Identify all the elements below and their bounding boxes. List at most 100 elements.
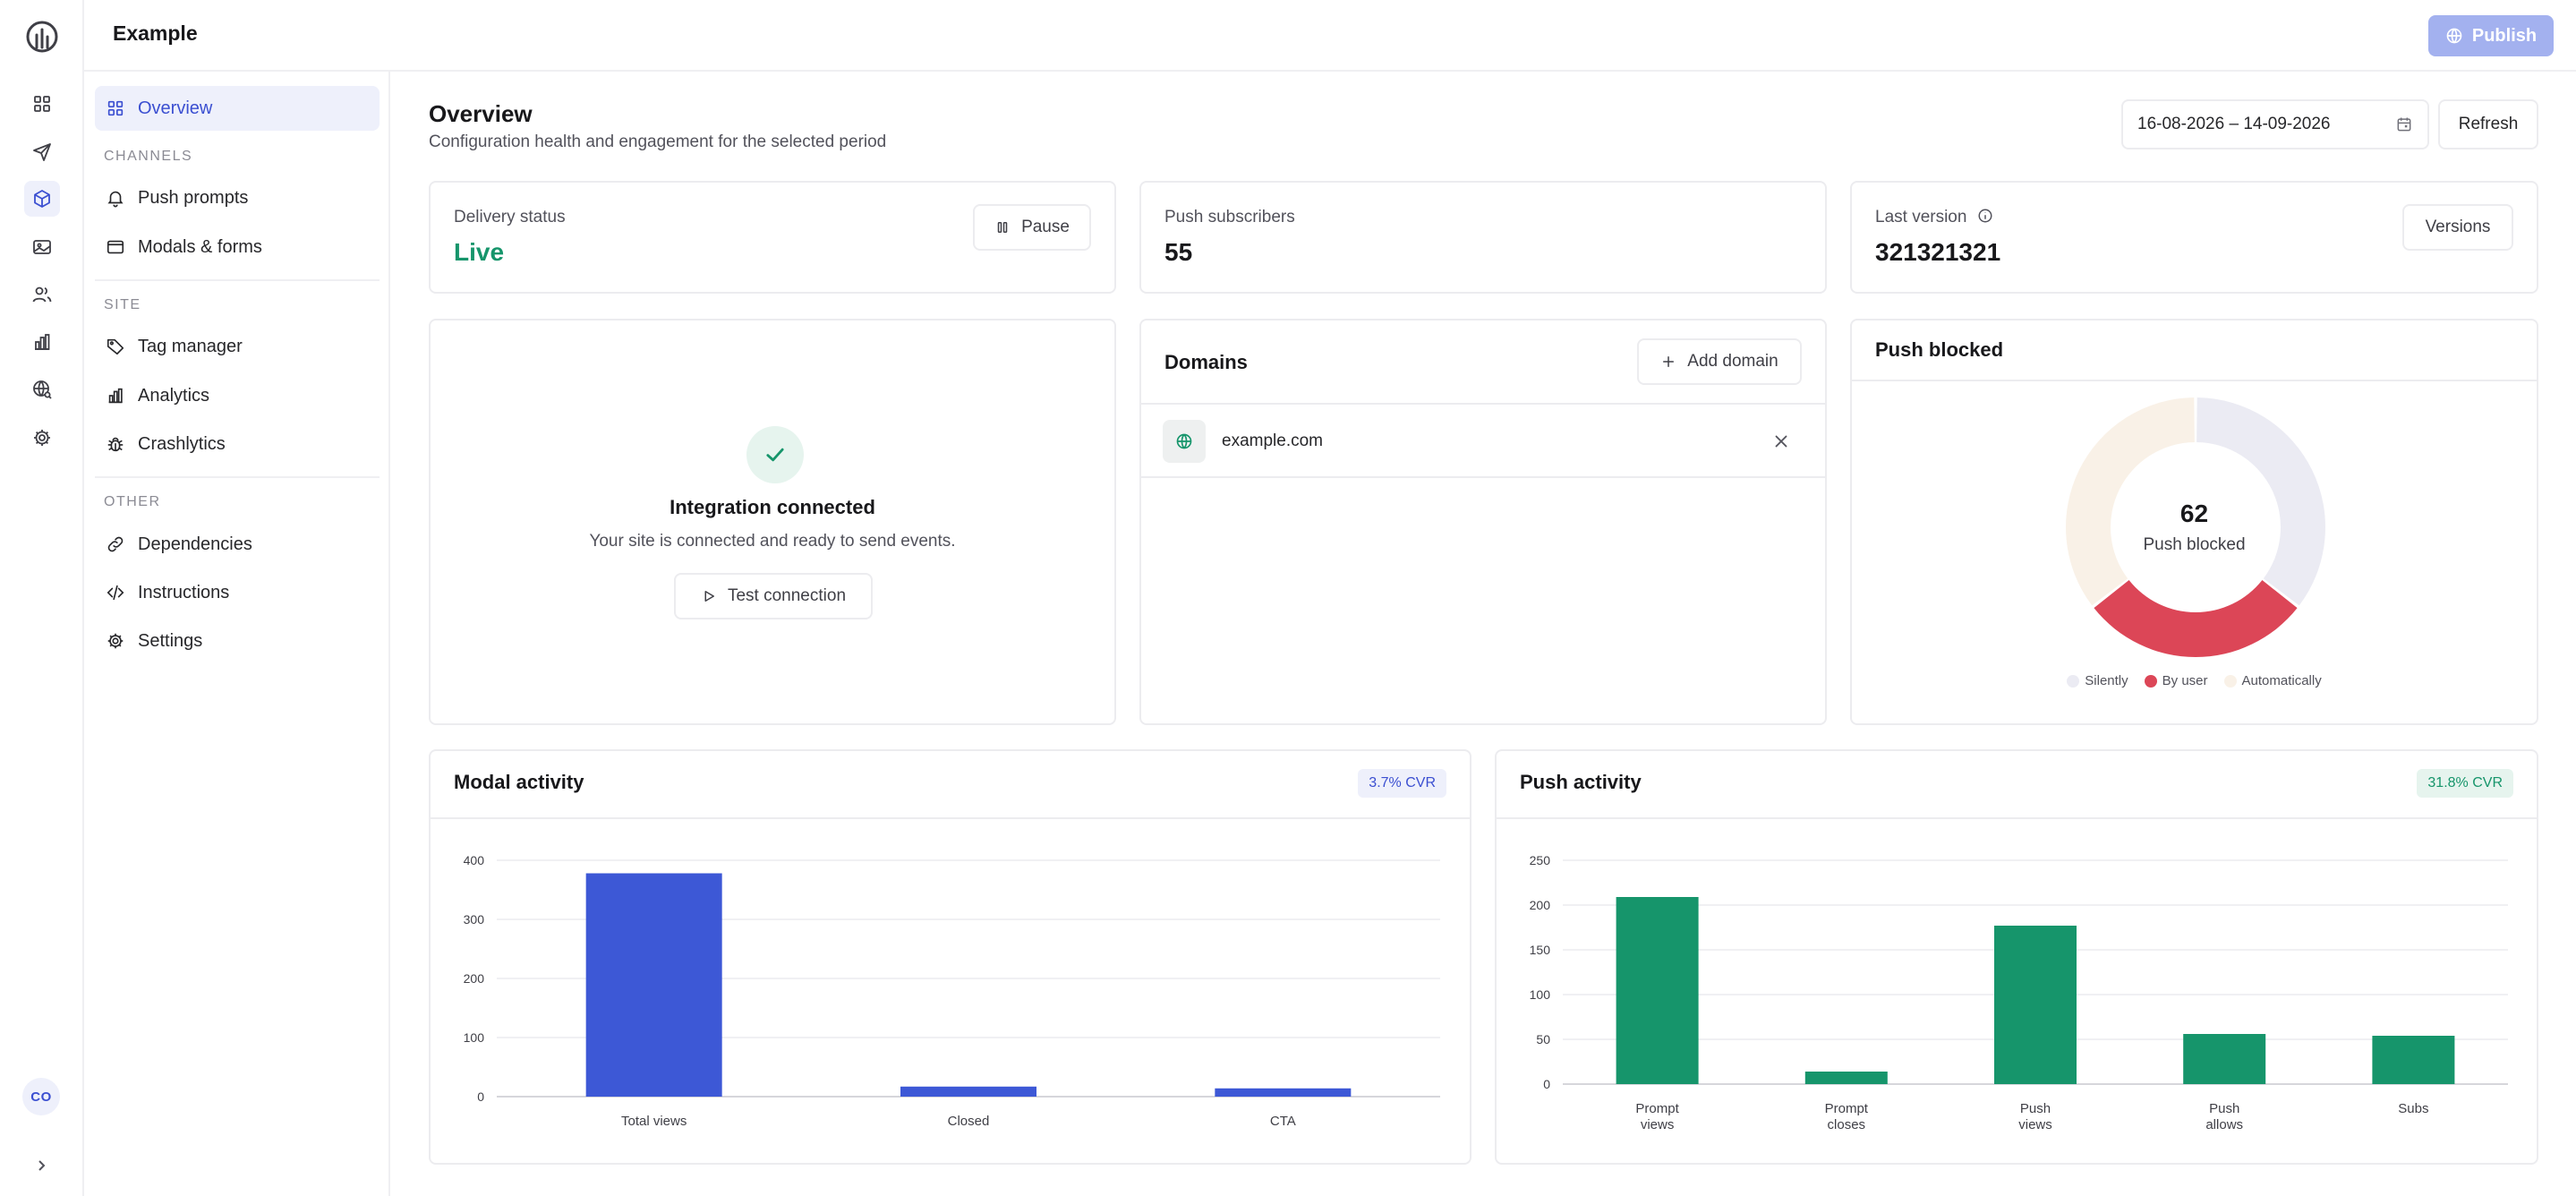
close-icon[interactable] — [1771, 431, 1791, 451]
sidebar-item-label: Dependencies — [138, 534, 252, 554]
pause-icon — [997, 222, 1008, 233]
bar[interactable] — [1804, 1072, 1888, 1084]
card-divider — [1141, 476, 1825, 478]
image-icon[interactable] — [24, 229, 60, 265]
y-tick-label: 100 — [1530, 987, 1551, 1002]
grid-icon[interactable] — [24, 86, 60, 122]
legend-swatch — [2144, 674, 2157, 688]
sidebar-item-push-prompts[interactable]: Push prompts — [95, 175, 380, 220]
donut-slice-silently[interactable] — [2196, 397, 2325, 606]
section-label-channels: CHANNELS — [104, 149, 193, 164]
y-tick-label: 50 — [1536, 1032, 1550, 1046]
modal-activity-chart: 0 100 200 300 400 Total views Closed CTA — [464, 853, 1440, 1129]
legend-item: By user — [2144, 673, 2208, 688]
section-label-other: OTHER — [104, 494, 161, 509]
bar[interactable] — [585, 873, 722, 1097]
sidebar-item-crashlytics[interactable]: Crashlytics — [95, 422, 380, 466]
chart-title: Modal activity — [454, 771, 584, 793]
sidebar-item-label: Crashlytics — [138, 433, 226, 454]
x-tick-label: closes — [1828, 1117, 1866, 1132]
logo-icon[interactable] — [24, 19, 60, 55]
legend-swatch — [2067, 674, 2080, 688]
x-tick-label: Prompt — [1825, 1101, 1869, 1116]
bar[interactable] — [2183, 1034, 2266, 1084]
sidebar-item-analytics[interactable]: Analytics — [95, 373, 380, 418]
card-label: Delivery status — [454, 208, 566, 226]
tag-icon — [107, 338, 124, 355]
send-icon[interactable] — [24, 134, 60, 170]
refresh-button[interactable]: Refresh — [2438, 99, 2538, 150]
chevron-right-icon[interactable] — [30, 1155, 52, 1176]
sidebar-item-dependencies[interactable]: Dependencies — [95, 522, 380, 567]
play-icon — [704, 591, 714, 602]
sidebar-item-settings[interactable]: Settings — [95, 619, 380, 663]
bar[interactable] — [1215, 1088, 1352, 1097]
button-label: Pause — [1021, 218, 1070, 236]
date-range-picker[interactable]: 16-08-2026 – 14-09-2026 — [2121, 99, 2429, 150]
publish-button[interactable]: Publish — [2428, 15, 2554, 56]
donut-slice-by-user[interactable] — [2094, 580, 2298, 657]
pause-button[interactable]: Pause — [973, 204, 1091, 251]
x-tick-label: views — [2018, 1117, 2052, 1132]
code-icon — [107, 585, 124, 601]
button-label: Add domain — [1687, 352, 1778, 371]
sidebar-item-label: Overview — [138, 98, 213, 118]
legend-label: Automatically — [2241, 673, 2322, 688]
sidebar-item-label: Push prompts — [138, 187, 249, 208]
sidebar-item-instructions[interactable]: Instructions — [95, 570, 380, 615]
info-icon[interactable] — [1977, 208, 1993, 224]
legend-item: Silently — [2067, 673, 2128, 688]
x-tick-label: Total views — [621, 1114, 687, 1129]
y-tick-label: 100 — [464, 1030, 485, 1045]
y-tick-label: 250 — [1530, 853, 1551, 867]
grid-icon — [107, 100, 124, 116]
list-item: example.com — [1163, 419, 1804, 464]
donut-total: 62 — [2179, 500, 2209, 527]
x-tick-label: Push — [2209, 1101, 2239, 1116]
app-title: Example — [113, 21, 198, 45]
test-connection-button[interactable]: Test connection — [674, 573, 873, 619]
bar[interactable] — [900, 1086, 1036, 1097]
versions-button[interactable]: Versions — [2402, 204, 2513, 251]
delivery-status-value: Live — [454, 238, 505, 266]
avatar[interactable]: CO — [22, 1078, 60, 1115]
nav-divider — [95, 279, 380, 281]
top-header: Example Publish — [84, 0, 2576, 72]
legend-label: By user — [2162, 673, 2208, 688]
y-tick-label: 0 — [477, 1089, 484, 1104]
gear-icon[interactable] — [24, 420, 60, 456]
box-icon[interactable] — [24, 181, 60, 217]
sidebar-item-label: Analytics — [138, 385, 210, 406]
chart-legend: Silently By user Automatically — [1852, 673, 2537, 688]
donut-slice-automatically[interactable] — [2066, 397, 2195, 606]
push-subscribers-value: 55 — [1164, 238, 1193, 266]
y-tick-label: 200 — [1530, 898, 1551, 912]
sidebar-item-tag-manager[interactable]: Tag manager — [95, 324, 380, 369]
page-title: Overview — [429, 100, 533, 127]
bar[interactable] — [1994, 926, 2077, 1084]
x-tick-label: CTA — [1270, 1114, 1296, 1129]
bar[interactable] — [1616, 897, 1699, 1084]
y-tick-label: 400 — [464, 853, 485, 867]
legend-label: Silently — [2085, 673, 2128, 688]
cvr-badge: 31.8% CVR — [2417, 769, 2513, 798]
bar-chart-icon[interactable] — [24, 324, 60, 360]
globe-icon — [1163, 420, 1206, 463]
calendar-icon — [2397, 117, 2411, 132]
gear-icon — [107, 633, 124, 649]
bar[interactable] — [2372, 1036, 2455, 1084]
x-tick-label: allows — [2205, 1117, 2243, 1132]
delivery-status-card: Delivery status Live Pause — [429, 181, 1116, 294]
x-tick-label: views — [1641, 1117, 1675, 1132]
globe-search-icon[interactable] — [24, 372, 60, 407]
card-divider — [1497, 817, 2537, 819]
sidebar-item-modals-forms[interactable]: Modals & forms — [95, 225, 380, 269]
x-tick-label: Prompt — [1635, 1101, 1679, 1116]
sidebar-item-label: Instructions — [138, 582, 230, 602]
sidebar-item-overview[interactable]: Overview — [95, 86, 380, 131]
users-icon[interactable] — [24, 277, 60, 312]
add-domain-button[interactable]: Add domain — [1637, 338, 1802, 385]
bug-icon — [107, 437, 124, 452]
bar-chart-icon — [108, 388, 123, 404]
last-version-value: 321321321 — [1875, 238, 2001, 266]
